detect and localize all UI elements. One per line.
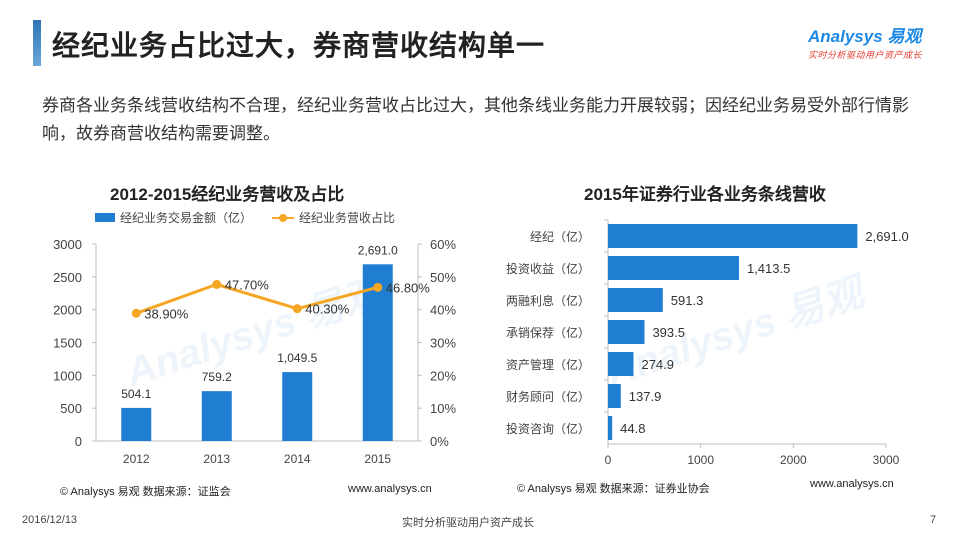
brand-logo: Analysys 易观 实时分析驱动用户资产成长 <box>808 22 938 61</box>
share-point <box>131 308 141 318</box>
left-chart-title: 2012-2015经纪业务营收及占比 <box>110 185 345 204</box>
y2-tick-label: 30% <box>430 336 456 351</box>
right-url[interactable]: www.analysys.cn <box>810 478 894 490</box>
right-chart-title: 2015年证券行业各业务条线营收 <box>584 185 826 204</box>
right-source: © Analysys 易观 数据来源：证券业协会 <box>517 483 710 495</box>
legend-bar-label: 经纪业务交易金额（亿） <box>120 211 253 225</box>
bar-6 <box>608 416 613 440</box>
bar-value-label: 137.9 <box>629 389 662 404</box>
bar-0 <box>608 224 858 248</box>
left-source: © Analysys 易观 数据来源：证监会 <box>60 486 231 498</box>
bar-value-label: 2,691.0 <box>358 243 398 257</box>
bar-value-label: 2,691.0 <box>865 229 908 244</box>
category-label: 承销保荐（亿） <box>506 325 590 340</box>
y2-tick-label: 0% <box>430 434 449 449</box>
x-tick-label: 2012 <box>123 452 150 466</box>
category-label: 财务顾问（亿） <box>506 389 590 404</box>
bar-4 <box>608 352 634 376</box>
y-tick-label: 1000 <box>53 368 82 383</box>
y2-tick-label: 20% <box>430 368 456 383</box>
x-tick-label: 2014 <box>284 452 311 466</box>
share-point <box>292 304 302 314</box>
bar-2014 <box>282 372 313 441</box>
bar-value-label: 274.9 <box>641 357 674 372</box>
legend-line-swatch <box>272 213 295 222</box>
page-title: 经纪业务占比过大，券商营收结构单一 <box>52 30 546 61</box>
title-accent-bar <box>33 20 41 66</box>
bar-value-label: 44.8 <box>620 421 645 436</box>
bar-3 <box>608 320 645 344</box>
x-tick-label: 0 <box>605 453 612 467</box>
share-point <box>373 282 383 292</box>
share-point <box>212 279 222 289</box>
bar-value-label: 1,049.5 <box>277 351 317 365</box>
category-label: 经纪（亿） <box>530 229 590 244</box>
footer-date: 2016/12/13 <box>22 514 78 526</box>
legend-bar-swatch <box>95 213 115 222</box>
bar-value-label: 393.5 <box>652 325 685 340</box>
summary-text: 券商各业务条线营收结构不合理，经纪业务营收占比过大，其他条线业务能力开展较弱；因… <box>42 96 909 143</box>
bar-2 <box>608 288 663 312</box>
share-label: 46.80% <box>386 280 431 295</box>
x-tick-label: 3000 <box>873 453 900 467</box>
y-tick-label: 2500 <box>53 270 82 285</box>
share-label: 38.90% <box>144 306 189 321</box>
left-chart-legend: 经纪业务交易金额（亿） 经纪业务营收占比 <box>95 209 395 226</box>
legend-line-label: 经纪业务营收占比 <box>299 211 396 225</box>
bar-2015 <box>362 264 393 441</box>
category-label: 投资咨询（亿） <box>506 421 590 436</box>
share-label: 40.30% <box>305 302 350 317</box>
y-tick-label: 500 <box>60 401 82 416</box>
x-tick-label: 2015 <box>364 452 391 466</box>
y2-tick-label: 40% <box>430 303 456 318</box>
y2-tick-label: 60% <box>430 237 456 252</box>
x-tick-label: 1000 <box>687 453 714 467</box>
bar-value-label: 1,413.5 <box>747 261 790 276</box>
left-chart: 0 500 1000 1500 2000 2500 3000 0% 10% 20% 30% 40% 50… <box>53 237 456 466</box>
y-tick-label: 1500 <box>53 336 82 351</box>
share-line <box>135 282 379 315</box>
brand-name: Analysys 易观 <box>808 27 922 46</box>
category-label: 资产管理（亿） <box>506 357 590 372</box>
left-url[interactable]: www.analysys.cn <box>348 483 432 495</box>
bar-5 <box>608 384 621 408</box>
y-tick-label: 3000 <box>53 237 82 252</box>
right-chart: 0 1000 2000 3000 经纪（亿） 2,691.0 投资收益（亿） 1,413.5 两… <box>506 219 909 467</box>
bar-value-label: 504.1 <box>121 387 151 401</box>
category-label: 两融利息（亿） <box>506 293 590 308</box>
y2-tick-label: 10% <box>430 401 456 416</box>
y2-tick-label: 50% <box>430 270 456 285</box>
bar-2013 <box>201 391 232 441</box>
share-label: 47.70% <box>225 277 270 292</box>
y-tick-label: 0 <box>75 434 82 449</box>
category-label: 投资收益（亿） <box>506 261 590 276</box>
page-number: 7 <box>930 514 937 526</box>
x-tick-label: 2000 <box>780 453 807 467</box>
bar-value-label: 591.3 <box>671 293 704 308</box>
bar-value-label: 759.2 <box>202 370 232 384</box>
footer-slogan: 实时分析驱动用户资产成长 <box>402 517 534 529</box>
bar-2012 <box>121 407 152 441</box>
x-tick-label: 2013 <box>203 452 230 466</box>
y-tick-label: 2000 <box>53 303 82 318</box>
brand-slogan: 实时分析驱动用户资产成长 <box>808 50 923 60</box>
bar-1 <box>608 256 739 280</box>
